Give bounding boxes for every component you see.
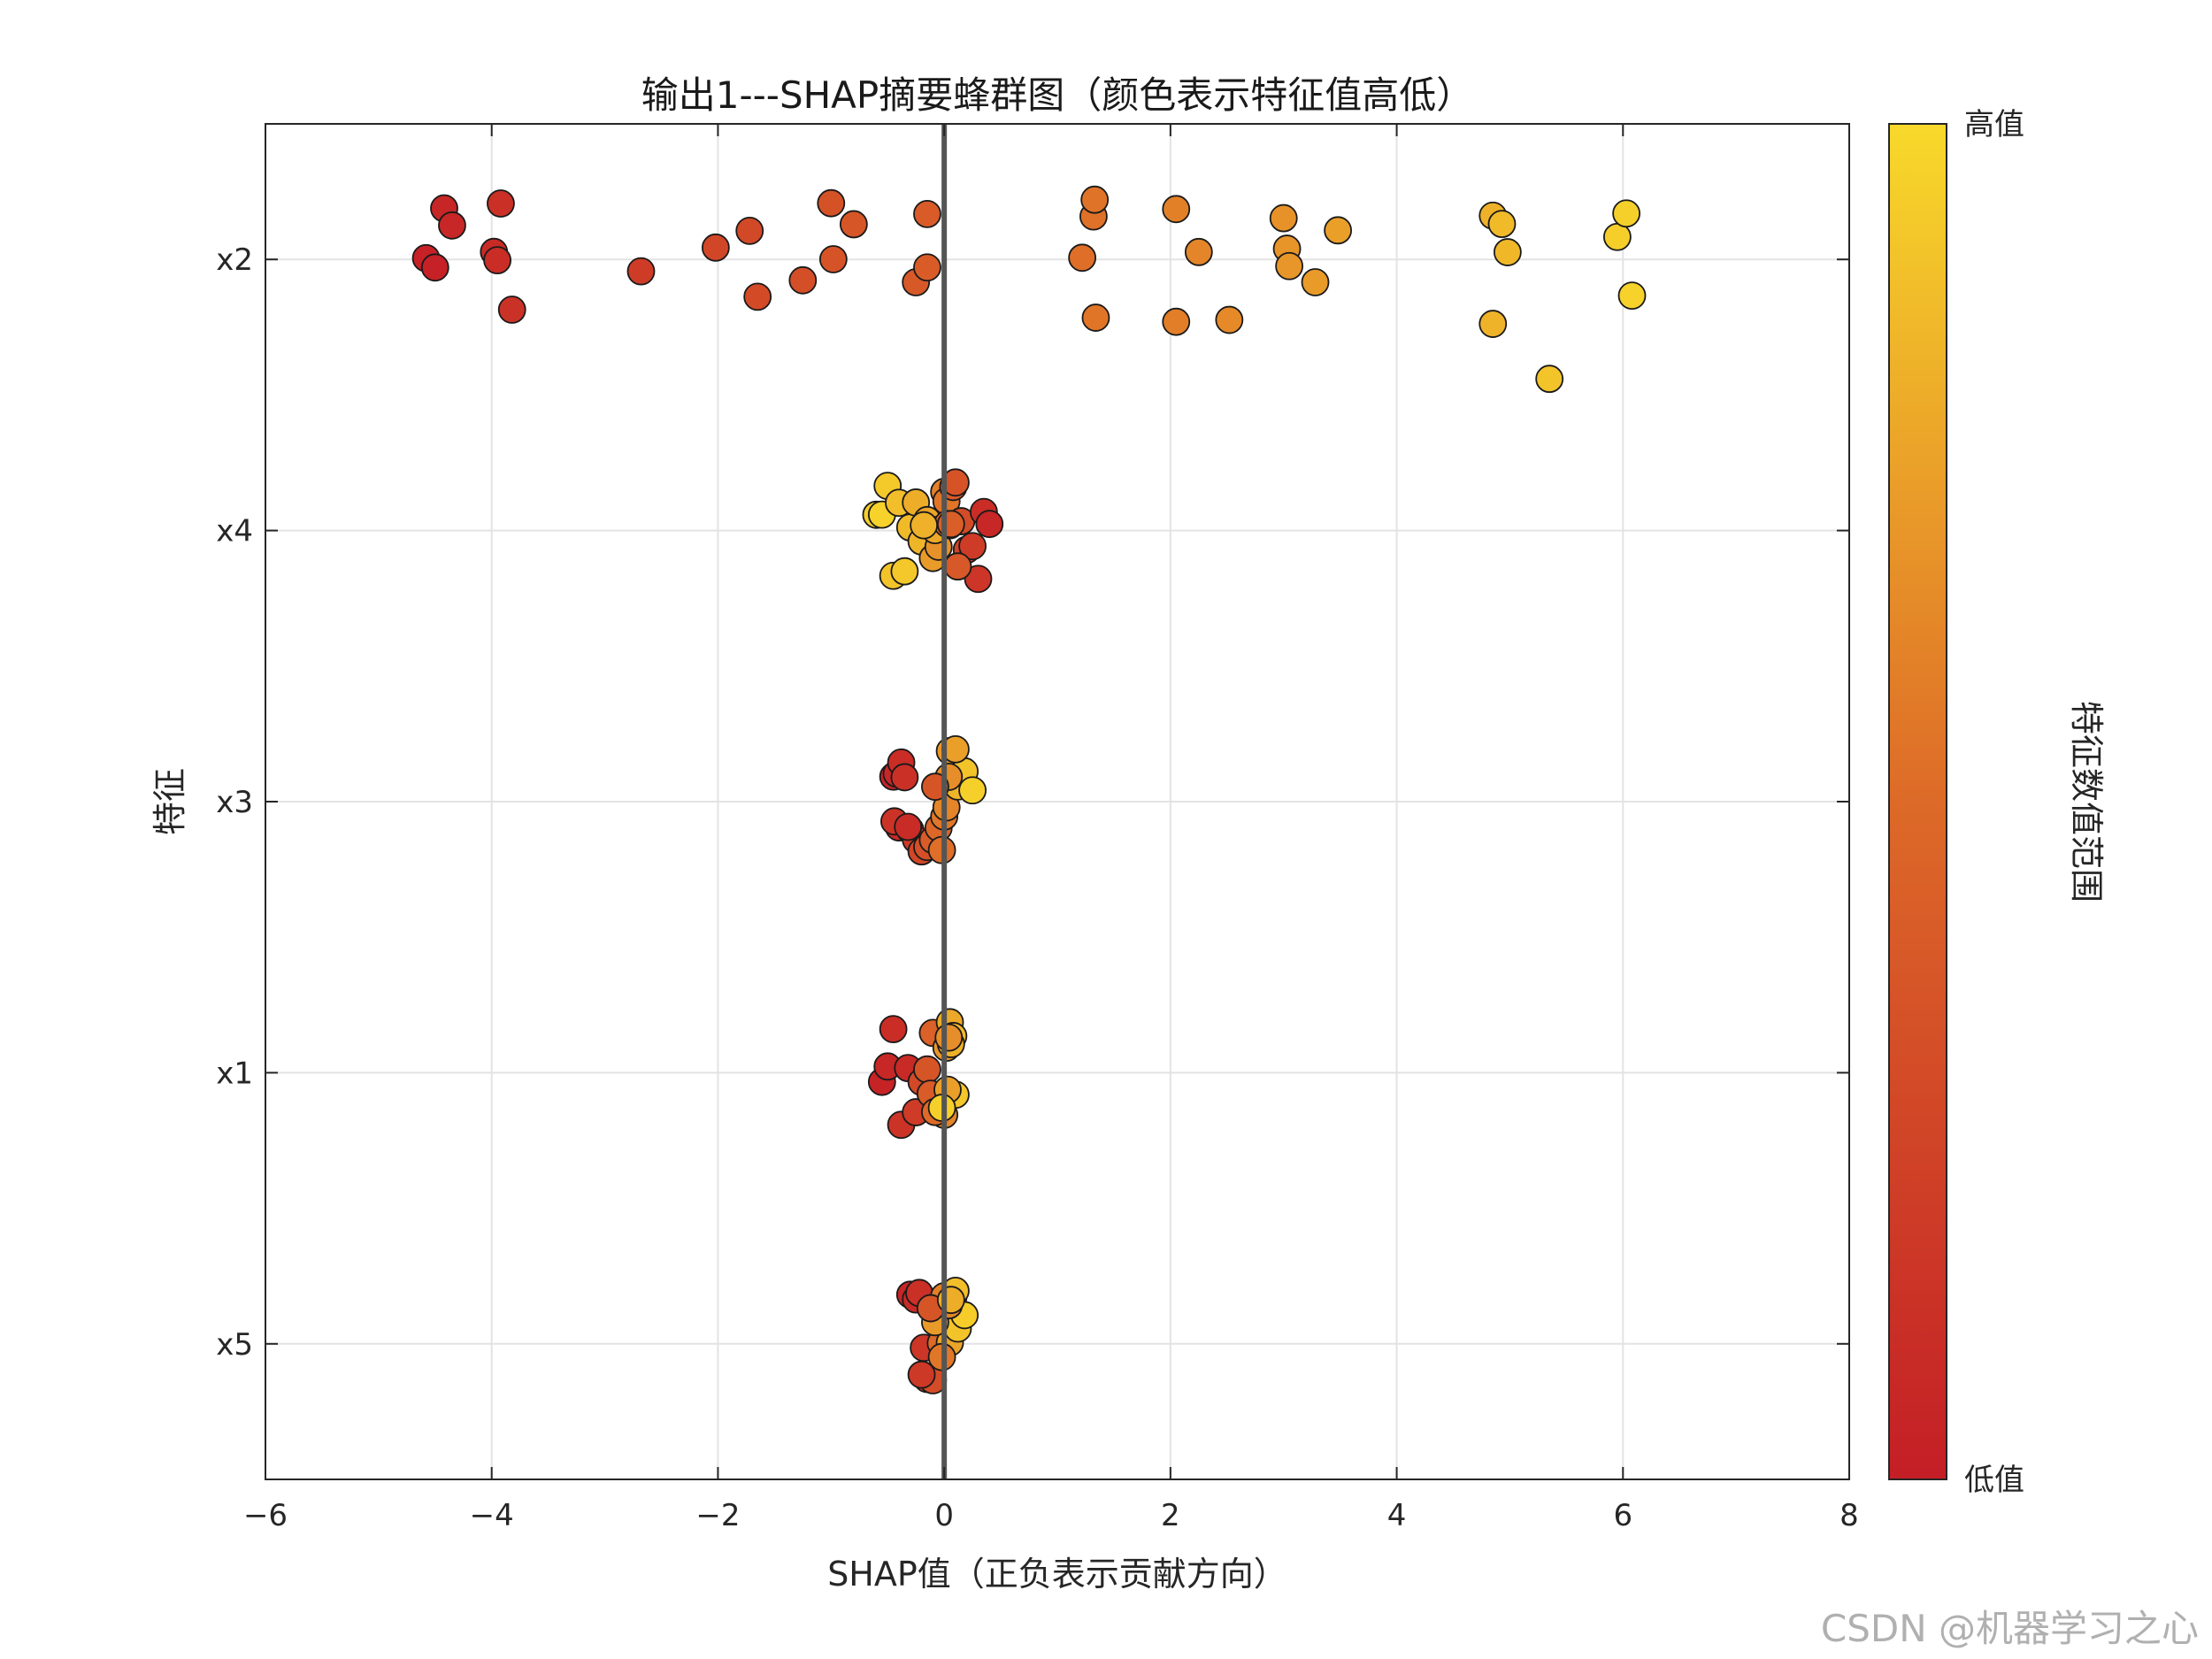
x-tick-label: 4 [1387, 1498, 1407, 1533]
data-point-x4 [910, 511, 939, 540]
data-point-x2 [1479, 310, 1508, 338]
x-tick-label: 8 [1839, 1498, 1859, 1533]
data-point-x2 [1493, 238, 1522, 266]
data-point-x2 [1535, 365, 1564, 394]
x-ticks: −6 −4 −2 0 2 4 6 8 [243, 124, 1859, 1533]
data-point-x2 [1080, 185, 1110, 214]
y-tick-label: x1 [216, 1056, 253, 1091]
data-point-x2 [913, 199, 941, 228]
data-point-x2 [487, 189, 515, 218]
data-point-x2 [1215, 305, 1244, 334]
data-point-x2 [735, 216, 764, 245]
x-tick-label: 0 [934, 1498, 954, 1533]
data-point-x2 [1081, 303, 1110, 332]
data-point-x2 [817, 188, 846, 218]
data-point-x3 [958, 776, 987, 805]
y-tick-label: x5 [216, 1327, 253, 1363]
data-point-x2 [1184, 237, 1213, 266]
y-ticks: x2 x4 x3 x1 x5 [216, 242, 1849, 1363]
y-tick-label: x3 [216, 785, 253, 820]
data-point-x2 [1487, 210, 1517, 238]
data-point-x2 [818, 245, 848, 273]
data-point-x2 [1068, 243, 1097, 273]
data-point-x2 [701, 233, 730, 262]
watermark: CSDN @机器学习之心 [1821, 1607, 2199, 1650]
colorbar-low-label: 低值 [1964, 1463, 2024, 1498]
data-point-x2 [1275, 251, 1304, 280]
data-point-x2 [497, 296, 526, 324]
data-point-x1 [934, 1023, 964, 1052]
data-point-x2 [743, 282, 772, 311]
y-tick-label: x4 [216, 514, 253, 549]
data-point-x4 [890, 557, 919, 586]
data-point-x2 [626, 257, 656, 286]
data-point-x4 [964, 565, 993, 594]
y-tick-label: x2 [216, 242, 253, 278]
chart-title: 输出1---SHAP摘要蜂群图（颜色表示特征值高低） [641, 73, 1474, 117]
data-point-x1 [913, 1055, 941, 1084]
x-tick-label: −2 [695, 1498, 740, 1533]
colorbar-label: 特征数值范围 [2067, 701, 2106, 902]
data-point-x2 [1162, 195, 1191, 224]
data-point-x4 [943, 552, 972, 581]
y-axis-label: 特征 [150, 768, 189, 835]
data-point-x2 [1269, 204, 1298, 233]
data-point-x4 [958, 532, 987, 561]
data-point-x4 [975, 510, 1004, 539]
data-point-x5 [907, 1360, 936, 1389]
x-axis-label: SHAP值（正负表示贡献方向） [827, 1555, 1287, 1594]
data-point-x2 [1602, 222, 1632, 251]
x-tick-label: 6 [1613, 1498, 1632, 1533]
data-point-x2 [1612, 199, 1641, 228]
colorbar [1888, 123, 1947, 1480]
data-point-x2 [1324, 216, 1352, 245]
colorbar-high-label: 高值 [1964, 107, 2024, 142]
data-point-x2 [438, 211, 466, 240]
data-point-x2 [913, 253, 941, 282]
x-tick-label: −4 [470, 1498, 514, 1533]
data-point-x2 [788, 265, 818, 295]
x-tick-label: −6 [243, 1498, 288, 1533]
data-point-x2 [1617, 281, 1647, 311]
data-point-x2 [1301, 268, 1330, 296]
data-point-x2 [483, 246, 512, 275]
data-point-x2 [1162, 307, 1191, 336]
data-point-x3 [894, 812, 923, 841]
data-point-x2 [420, 253, 449, 282]
data-point-x1 [879, 1015, 908, 1044]
data-point-x2 [839, 210, 868, 239]
x-tick-label: 2 [1161, 1498, 1180, 1533]
data-point-x3 [890, 763, 919, 792]
